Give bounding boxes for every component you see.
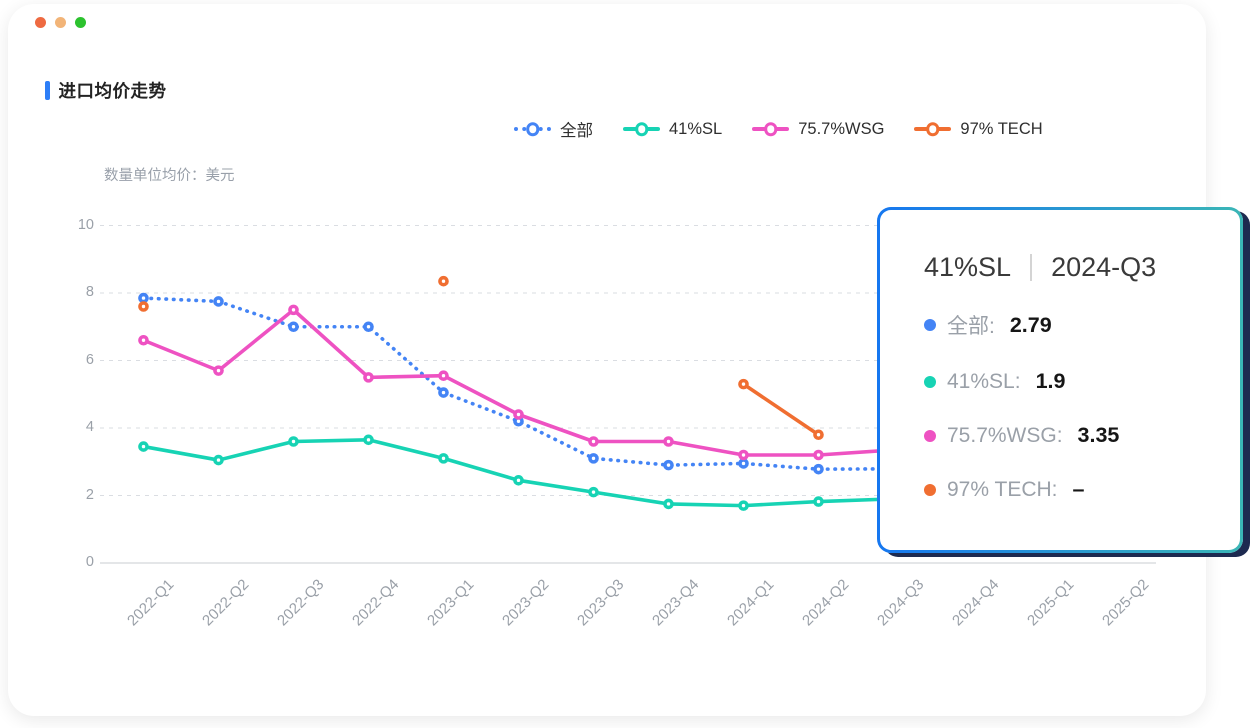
- tooltip-row-label: 75.7%WSG:: [947, 423, 1063, 447]
- legend-item-3[interactable]: 75.7%WSG: [752, 120, 884, 139]
- y-axis-tick-label: 10: [77, 216, 94, 233]
- tooltip-series-name: 41%SL: [924, 252, 1012, 282]
- legend-marker-icon: [514, 122, 551, 137]
- window-dot-minimize[interactable]: [55, 17, 66, 28]
- legend-item-2[interactable]: 41%SL: [623, 120, 722, 139]
- chart-tooltip: 41%SL 2024-Q3 全部: 2.79 41%SL: 1.9 75.7%WSG: 3…: [877, 207, 1243, 553]
- tooltip-row-label: 97% TECH:: [947, 477, 1058, 501]
- tooltip-rows: 全部: 2.79 41%SL: 1.9 75.7%WSG: 3.35 97% TECH: –: [924, 310, 1210, 502]
- tooltip-row-value: 2.79: [1009, 312, 1052, 337]
- y-axis-tick-label: 8: [85, 284, 94, 300]
- y-axis-tick-label: 0: [85, 554, 94, 570]
- title-accent-bar: [45, 81, 50, 100]
- series-dot-icon: [924, 375, 936, 388]
- tooltip-header: 41%SL 2024-Q3: [924, 252, 1210, 283]
- tooltip-divider: [1030, 254, 1033, 281]
- y-axis-tick-label: 2: [85, 486, 94, 503]
- tooltip-row-label: 全部:: [947, 315, 995, 338]
- legend-item-4[interactable]: 97% TECH: [914, 119, 1043, 139]
- tooltip-row-label: 41%SL:: [947, 369, 1021, 393]
- legend-marker-icon: [752, 122, 790, 137]
- tooltip-row: 41%SL: 1.9: [924, 369, 1210, 394]
- legend-label: 全部: [560, 122, 593, 140]
- axis-unit-label: 数量单位均价：美元: [104, 168, 235, 184]
- tooltip-row: 75.7%WSG: 3.35: [924, 423, 1210, 448]
- tooltip-row: 97% TECH: –: [924, 477, 1210, 502]
- tooltip-row-value: 3.35: [1077, 423, 1120, 447]
- window-dot-close[interactable]: [35, 17, 46, 28]
- tooltip-row: 全部: 2.79: [924, 310, 1210, 340]
- legend-item-1[interactable]: 全部: [514, 117, 593, 141]
- app-window: 进口均价走势 全部 41%SL 75.7%WSG 97% TECH 数量单位均价：美元…: [8, 4, 1243, 716]
- legend-marker-icon: [623, 122, 660, 137]
- page-title-row: 进口均价走势: [45, 78, 167, 103]
- legend-label: 41%SL: [669, 119, 723, 138]
- page-title: 进口均价走势: [58, 81, 167, 101]
- window-controls: [35, 17, 86, 28]
- y-axis-tick-label: 6: [85, 351, 94, 368]
- y-axis-tick-label: 4: [85, 419, 94, 435]
- legend-label: 75.7%WSG: [798, 119, 885, 138]
- chart-legend: 全部 41%SL 75.7%WSG 97% TECH: [514, 117, 1043, 141]
- series-dot-icon: [924, 483, 936, 496]
- legend-label: 97% TECH: [960, 119, 1043, 138]
- window-dot-maximize[interactable]: [75, 17, 86, 28]
- tooltip-row-value: –: [1072, 477, 1085, 501]
- series-dot-icon: [924, 319, 936, 331]
- legend-marker-icon: [914, 122, 952, 137]
- tooltip-period: 2024-Q3: [1051, 252, 1157, 282]
- series-dot-icon: [924, 429, 936, 442]
- tooltip-row-value: 1.9: [1035, 369, 1066, 393]
- chart-tooltip-body: 41%SL 2024-Q3 全部: 2.79 41%SL: 1.9 75.7%WSG: 3…: [880, 210, 1240, 550]
